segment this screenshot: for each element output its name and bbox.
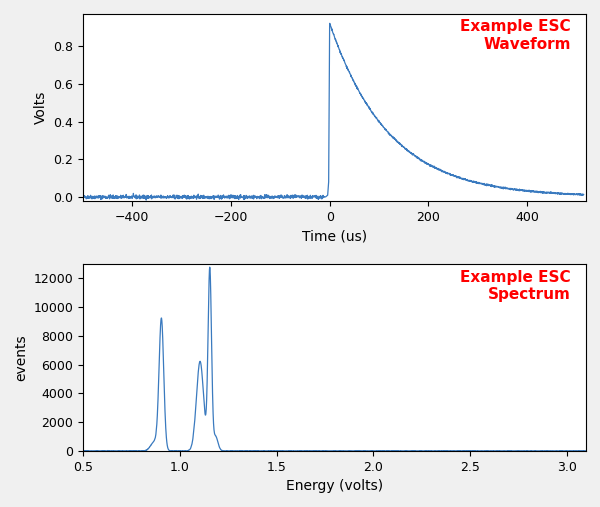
Text: Example ESC
Waveform: Example ESC Waveform — [460, 19, 571, 52]
Y-axis label: Volts: Volts — [34, 91, 48, 124]
Text: Example ESC
Spectrum: Example ESC Spectrum — [460, 270, 571, 302]
Y-axis label: events: events — [14, 334, 28, 381]
X-axis label: Energy (volts): Energy (volts) — [286, 479, 383, 493]
X-axis label: Time (us): Time (us) — [302, 229, 367, 243]
